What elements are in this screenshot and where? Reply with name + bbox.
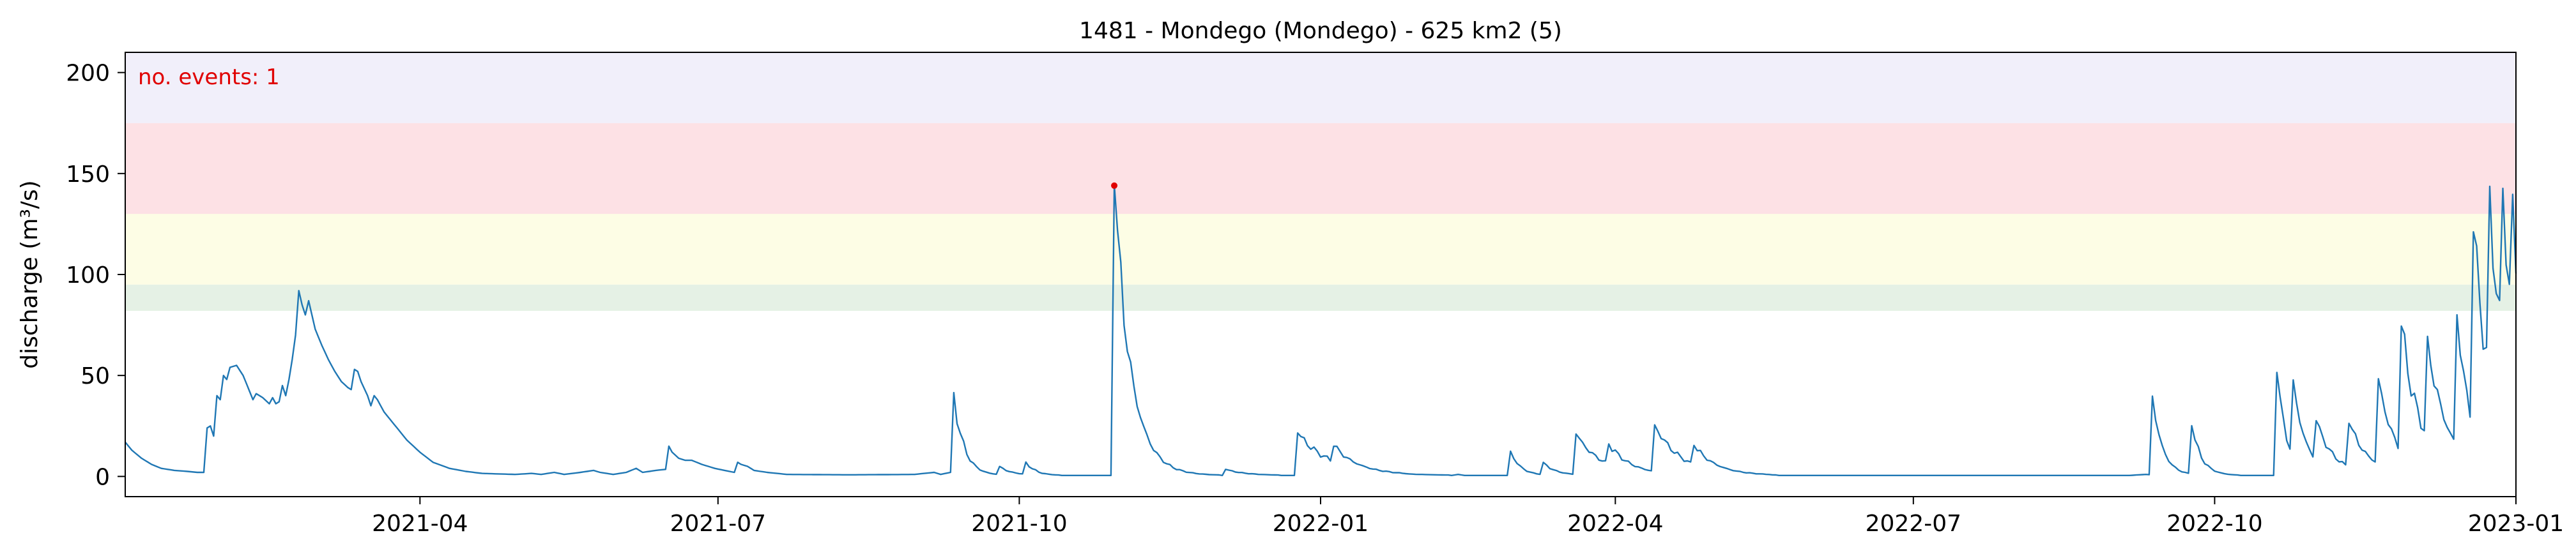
discharge-series-line	[125, 184, 2517, 476]
threshold-band-0	[125, 284, 2516, 311]
x-axis: 2021-04 2021-07 2021-10 2022-01 2022-04 2022-…	[372, 497, 2564, 537]
event-marker-0	[1111, 182, 1118, 189]
chart-title: 1481 - Mondego (Mondego) - 625 km2 (5)	[1079, 18, 1562, 44]
x-tick-label: 2022-10	[2166, 511, 2262, 537]
x-tick-label: 2022-01	[1273, 511, 1368, 537]
threshold-band-1	[125, 214, 2516, 285]
y-axis: 0 50 100 150 200	[66, 61, 125, 490]
events-count-annotation: no. events: 1	[138, 64, 280, 90]
events-layer	[1111, 182, 1118, 189]
threshold-bands	[125, 52, 2516, 311]
y-tick-label: 200	[66, 61, 110, 87]
y-tick-label: 100	[66, 262, 110, 289]
y-tick-label: 150	[66, 162, 110, 188]
threshold-band-3	[125, 52, 2516, 123]
threshold-band-2	[125, 123, 2516, 214]
x-tick-label: 2022-04	[1567, 511, 1663, 537]
x-tick-label: 2021-10	[971, 511, 1067, 537]
y-axis-label: discharge (m³/s)	[17, 180, 43, 368]
y-tick-label: 50	[80, 363, 110, 389]
series-layer	[125, 184, 2517, 476]
x-tick-label: 2022-07	[1866, 511, 1961, 537]
x-tick-label: 2023-01	[2468, 511, 2564, 537]
y-tick-label: 0	[95, 464, 110, 490]
x-tick-label: 2021-04	[372, 511, 468, 537]
x-tick-label: 2021-07	[670, 511, 766, 537]
